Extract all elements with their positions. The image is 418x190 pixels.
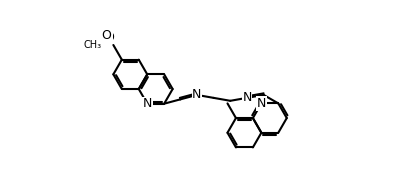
Text: N: N: [192, 88, 201, 101]
Text: N: N: [257, 97, 266, 110]
Text: O: O: [102, 29, 111, 42]
Text: N: N: [242, 91, 252, 104]
Text: O: O: [104, 31, 114, 44]
Text: CH₃: CH₃: [84, 40, 102, 50]
Text: N: N: [143, 97, 152, 110]
